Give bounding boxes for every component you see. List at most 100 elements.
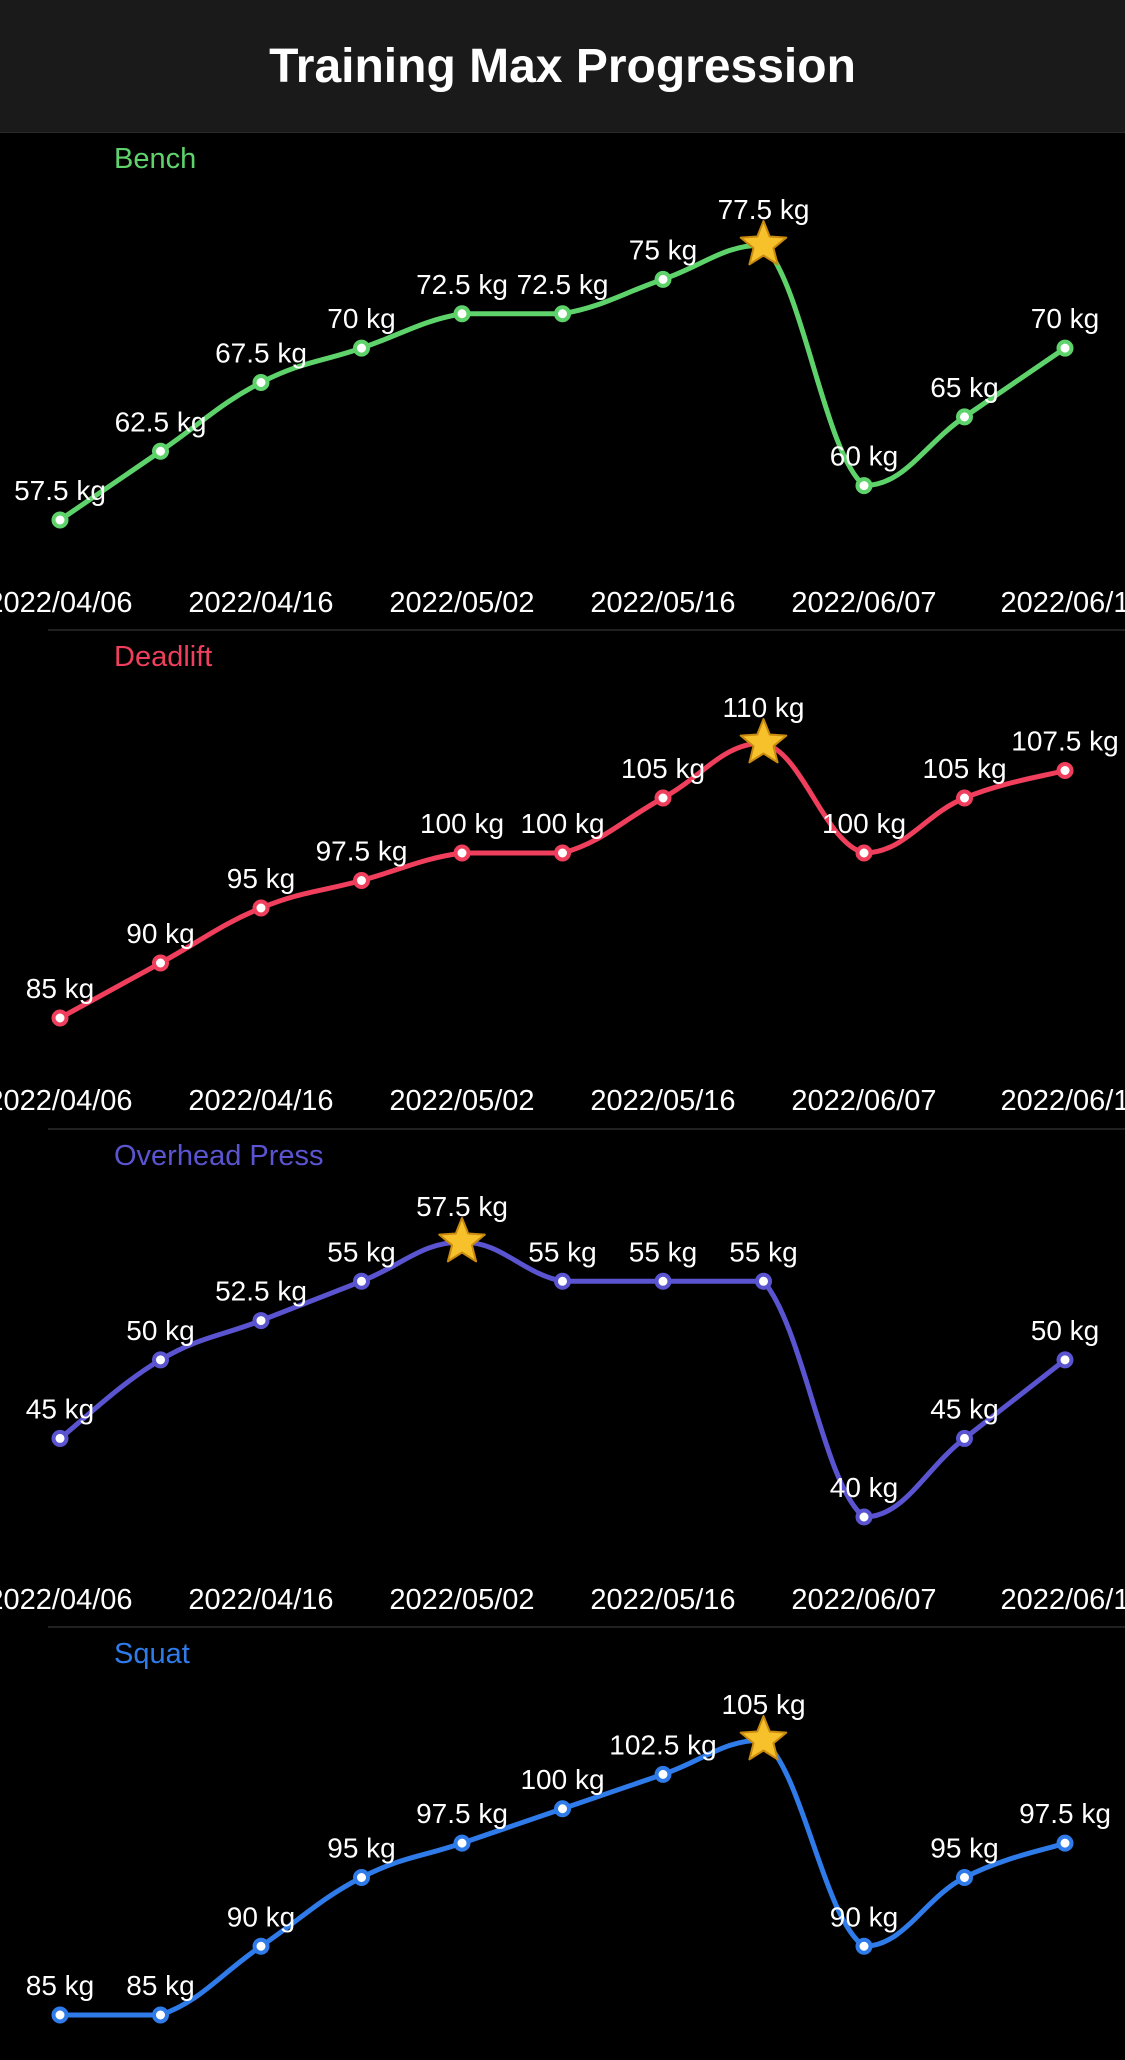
data-label: 70 kg <box>327 303 396 334</box>
series-line <box>57 740 1068 1021</box>
data-point <box>1056 762 1074 779</box>
data-point <box>453 1834 471 1852</box>
series-title: Bench <box>114 143 196 175</box>
x-tick-label: 2022/05/16 <box>590 587 735 619</box>
data-point <box>252 1937 270 1955</box>
data-label: 70 kg <box>1031 303 1100 334</box>
data-point <box>252 1312 270 1330</box>
data-point <box>252 374 270 391</box>
data-point <box>956 1869 973 1886</box>
x-tick-label: 2022/05/02 <box>389 1584 534 1616</box>
data-label: 67.5 kg <box>215 338 307 369</box>
data-label: 105 kg <box>721 1689 805 1720</box>
data-label: 40 kg <box>830 1472 899 1503</box>
data-label: 62.5 kg <box>115 406 207 437</box>
x-tick-label: 2022/06/1 <box>1000 1584 1125 1616</box>
data-label: 45 kg <box>930 1393 999 1424</box>
x-tick-label: 2022/05/02 <box>389 587 534 619</box>
x-tick-label: 2022/06/07 <box>791 587 936 619</box>
x-tick-label: 2022/06/1 <box>1000 587 1125 619</box>
series-line <box>57 1239 1068 1520</box>
data-label: 57.5 kg <box>416 1191 508 1222</box>
series-title: Squat <box>114 1638 190 1670</box>
data-label: 85 kg <box>26 973 95 1004</box>
data-label: 97.5 kg <box>416 1798 508 1829</box>
data-point <box>554 1272 571 1290</box>
x-tick-label: 2022/06/1 <box>1000 1085 1125 1117</box>
max-star-icon <box>739 220 788 266</box>
data-point <box>1056 339 1074 357</box>
data-label: 90 kg <box>126 918 195 949</box>
data-point <box>554 305 571 323</box>
data-label: 85 kg <box>126 1970 195 2001</box>
x-tick-label: 2022/04/06 <box>0 587 133 619</box>
data-point <box>855 1937 873 1955</box>
data-point <box>453 844 471 862</box>
data-point <box>152 2006 169 2024</box>
series-line <box>57 1737 1068 2018</box>
data-label: 100 kg <box>822 808 906 839</box>
series-title: Overhead Press <box>114 1140 324 1172</box>
data-label: 75 kg <box>629 234 698 265</box>
data-point <box>654 270 672 288</box>
x-tick-label: 2022/06/07 <box>791 1085 936 1117</box>
data-point <box>956 1429 973 1447</box>
data-label: 110 kg <box>723 692 805 723</box>
data-point <box>51 1429 69 1447</box>
data-label: 105 kg <box>922 753 1006 784</box>
data-label: 77.5 kg <box>718 194 810 225</box>
data-point <box>51 1009 69 1027</box>
x-tick-label: 2022/05/16 <box>590 1085 735 1117</box>
x-tick-label: 2022/06/07 <box>791 1584 936 1616</box>
data-label: 55 kg <box>729 1236 798 1267</box>
x-tick-label: 2022/04/06 <box>0 1584 133 1616</box>
data-point <box>956 408 973 426</box>
data-point <box>353 1869 370 1886</box>
data-label: 102.5 kg <box>609 1729 716 1760</box>
series-title: Deadlift <box>114 641 212 673</box>
data-point <box>855 844 873 862</box>
data-label: 65 kg <box>930 372 999 403</box>
data-point <box>654 789 672 807</box>
data-label: 60 kg <box>830 441 899 472</box>
data-label: 90 kg <box>830 1901 899 1932</box>
title-bar: Training Max Progression <box>0 0 1125 133</box>
data-label: 57.5 kg <box>14 475 106 506</box>
data-label: 100 kg <box>520 1764 604 1795</box>
page-title: Training Max Progression <box>269 39 856 93</box>
data-point <box>654 1765 672 1783</box>
data-point <box>152 1351 169 1369</box>
data-label: 85 kg <box>26 1970 95 2001</box>
max-star-icon <box>739 1715 788 1761</box>
data-label: 55 kg <box>629 1236 698 1267</box>
data-label: 105 kg <box>621 753 705 784</box>
max-star-icon <box>739 718 788 764</box>
data-point <box>654 1272 672 1290</box>
chart-panel: Bench 57.5 kg 62.5 kg 67.5 kg 70 kg 72.5 kg 72… <box>0 143 1125 619</box>
data-point <box>353 339 370 357</box>
data-label: 72.5 kg <box>416 269 508 300</box>
data-label: 97.5 kg <box>1019 1798 1111 1829</box>
data-point <box>855 1508 873 1526</box>
data-point <box>1056 1834 1074 1852</box>
chart-panel: Deadlift 85 kg 90 kg 95 kg 97.5 kg 100 kg 100 … <box>0 629 1125 1117</box>
data-label: 72.5 kg <box>517 269 609 300</box>
data-label: 50 kg <box>1031 1315 1100 1346</box>
data-point <box>855 477 873 495</box>
data-label: 100 kg <box>420 808 504 839</box>
data-label: 55 kg <box>528 1236 597 1267</box>
data-label: 55 kg <box>327 1236 396 1267</box>
data-label: 100 kg <box>520 808 604 839</box>
data-point <box>1056 1351 1074 1369</box>
x-tick-label: 2022/04/16 <box>188 1584 333 1616</box>
data-label: 52.5 kg <box>215 1276 307 1307</box>
max-star-icon <box>438 1217 486 1263</box>
data-point <box>152 442 169 460</box>
data-label: 95 kg <box>227 863 296 894</box>
data-point <box>956 789 973 807</box>
data-label: 95 kg <box>327 1833 396 1864</box>
chart-panel: Overhead Press 45 kg 50 kg 52.5 kg 55 kg 57.5… <box>0 1128 1125 1616</box>
